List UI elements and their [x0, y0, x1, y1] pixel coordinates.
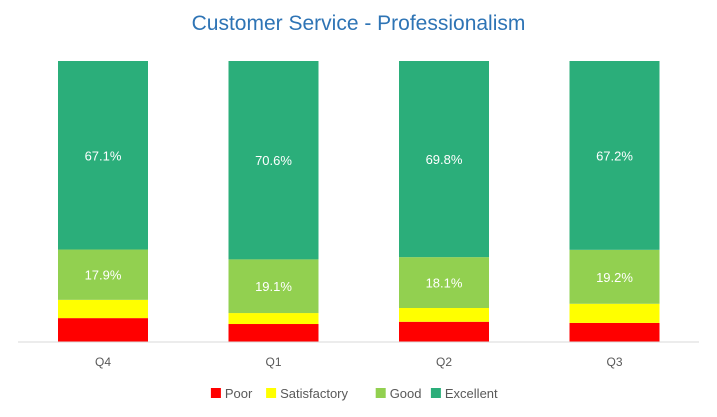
x-tick-label-q3: Q3 — [606, 355, 622, 369]
bar-excellent-q1 — [228, 61, 319, 260]
bar-good-q2 — [399, 257, 489, 308]
chart-title: Customer Service - Professionalism — [191, 12, 526, 35]
legend-label-poor: Poor — [225, 386, 253, 401]
data-label-good-q1: 19.1% — [255, 279, 292, 294]
legend-swatch-poor — [210, 388, 221, 398]
bar-satisfactory-q3 — [569, 303, 660, 323]
legend-swatch-excellent — [430, 388, 441, 398]
bar-poor-q2 — [399, 321, 489, 342]
legend-item-excellent: Excellent — [430, 386, 498, 401]
data-label-good-q4: 17.9% — [85, 268, 122, 283]
data-label-excellent-q1: 70.6% — [255, 153, 292, 168]
bar-good-q1 — [228, 259, 319, 314]
x-tick-label-q2: Q2 — [436, 355, 452, 369]
bar-good-q3 — [569, 249, 660, 304]
legend-item-satisfactory: Satisfactory — [266, 386, 349, 401]
legend: Poor Satisfactory Good Excellent — [210, 386, 498, 401]
data-label-excellent-q2: 69.8% — [426, 152, 463, 167]
data-label-excellent-q4: 67.1% — [85, 148, 122, 163]
legend-swatch-good — [375, 388, 386, 398]
bar-poor-q4 — [58, 318, 148, 342]
category-labels: Q4 Q1 Q2 Q3 — [95, 355, 623, 369]
bar-excellent-q2 — [399, 61, 489, 258]
data-label-good-q2: 18.1% — [426, 276, 463, 291]
legend-item-good: Good — [375, 386, 422, 401]
bar-good-q4 — [58, 249, 148, 300]
bar-satisfactory-q1 — [228, 313, 319, 325]
bars-layer: 17.9% 67.1% 19.1% 70.6% 18.1% 69.8% 19.2% 67.2% — [58, 61, 660, 342]
bar-excellent-q3 — [569, 61, 660, 250]
bar-poor-q1 — [228, 324, 319, 342]
data-label-good-q3: 19.2% — [596, 270, 633, 285]
data-label-excellent-q3: 67.2% — [596, 148, 633, 163]
bar-excellent-q4 — [58, 61, 148, 250]
bar-poor-q3 — [569, 322, 660, 342]
legend-label-good: Good — [390, 386, 422, 401]
bar-satisfactory-q2 — [399, 307, 489, 322]
legend-swatch-satisfactory — [266, 388, 277, 398]
legend-label-excellent: Excellent — [445, 386, 498, 401]
legend-item-poor: Poor — [210, 386, 253, 401]
x-tick-label-q4: Q4 — [95, 355, 111, 369]
legend-label-satisfactory: Satisfactory — [280, 386, 348, 401]
x-tick-label-q1: Q1 — [265, 355, 281, 369]
bar-satisfactory-q4 — [58, 299, 148, 319]
